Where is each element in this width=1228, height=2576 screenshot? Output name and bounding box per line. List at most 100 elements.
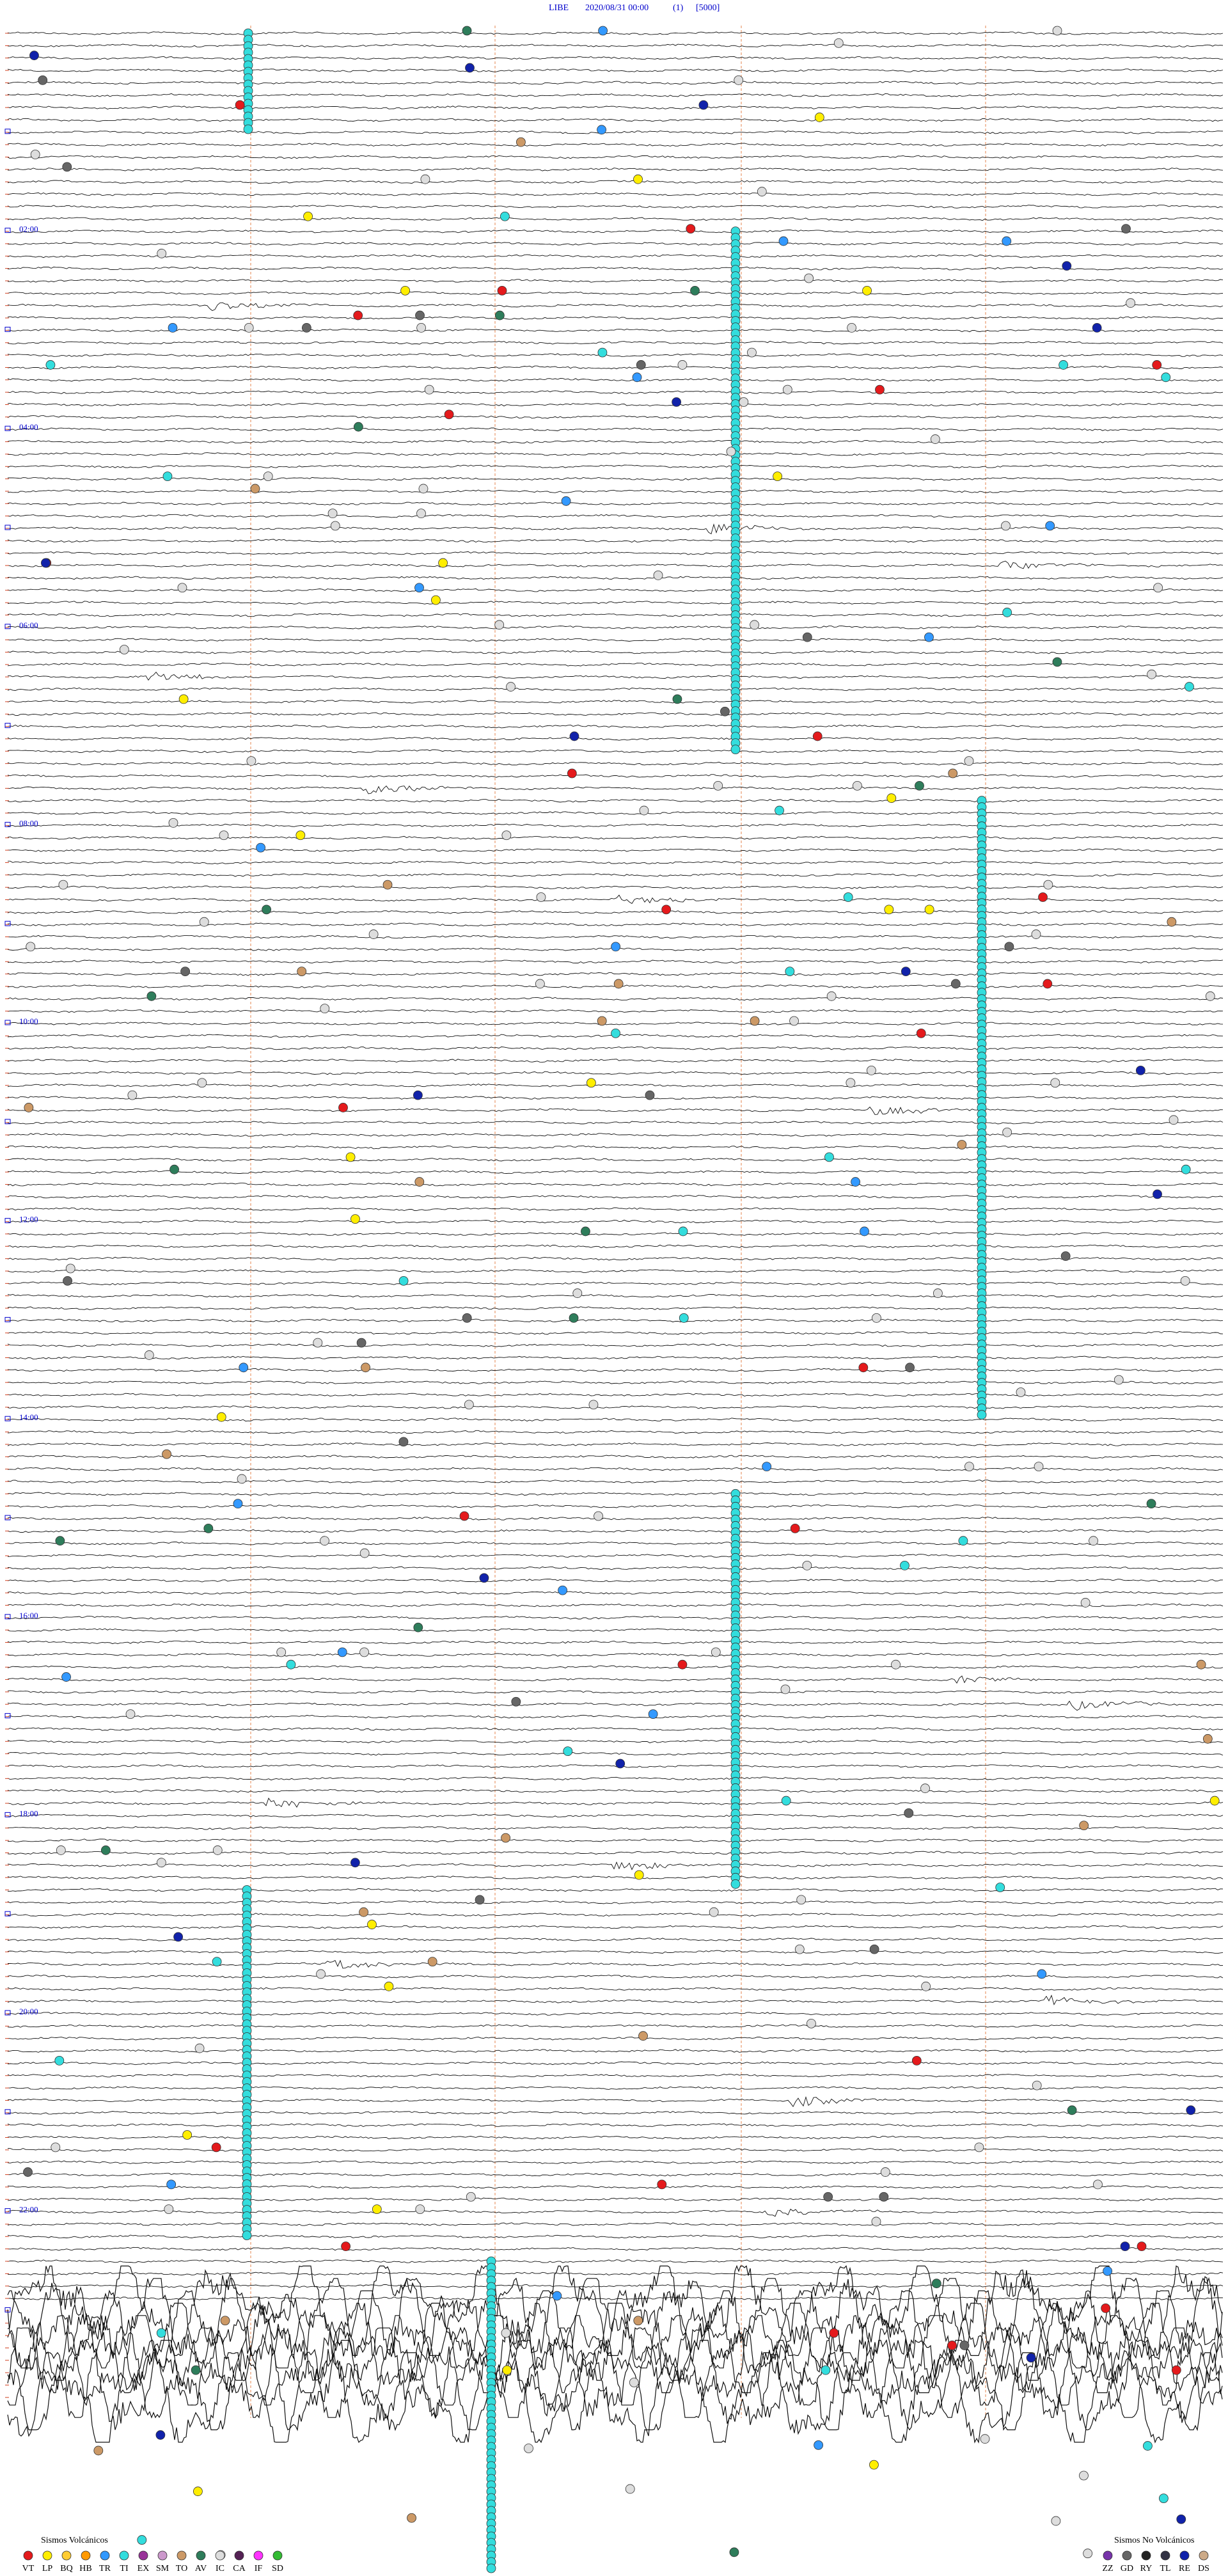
trace bbox=[7, 1888, 1224, 1892]
trace bbox=[7, 2147, 1224, 2152]
event-dot bbox=[237, 1474, 247, 1484]
event-dot bbox=[1147, 669, 1157, 679]
trace bbox=[7, 1106, 1224, 1115]
event-dot bbox=[1001, 521, 1011, 531]
hour-marker bbox=[4, 525, 11, 530]
event-dot bbox=[1034, 1462, 1044, 1472]
trace bbox=[7, 68, 1224, 72]
trace bbox=[7, 1700, 1224, 1711]
trace bbox=[7, 2197, 1224, 2202]
event-dot bbox=[843, 892, 853, 902]
trace bbox=[7, 551, 1223, 555]
trace bbox=[7, 1838, 1224, 1842]
event-dot bbox=[858, 1363, 869, 1373]
channel: (1) bbox=[673, 3, 684, 13]
event-dot bbox=[690, 285, 700, 296]
event-dot bbox=[802, 632, 812, 642]
hour-marker bbox=[4, 2307, 11, 2312]
event-dot bbox=[367, 1920, 377, 1929]
event-dot bbox=[368, 929, 379, 939]
trace bbox=[7, 1046, 1224, 1050]
event-dot bbox=[262, 905, 272, 915]
event-dot bbox=[964, 1462, 974, 1472]
event-dot bbox=[569, 1313, 579, 1323]
trace bbox=[7, 1256, 1224, 1261]
event-dot bbox=[169, 1164, 179, 1174]
event-dot bbox=[361, 1363, 370, 1373]
event-dot bbox=[823, 2192, 833, 2202]
event-dot bbox=[1121, 224, 1131, 234]
time-label: 10:00 bbox=[19, 1016, 38, 1026]
event-dot bbox=[1067, 2105, 1077, 2115]
trace bbox=[7, 2208, 1224, 2217]
event-dot bbox=[500, 211, 510, 221]
trace bbox=[7, 1913, 1224, 1916]
event-dot bbox=[1199, 2550, 1209, 2561]
event-dot bbox=[851, 1177, 860, 1187]
hour-marker bbox=[4, 2109, 11, 2115]
event-dot bbox=[1092, 323, 1102, 333]
event-dot bbox=[821, 2365, 831, 2375]
event-dot bbox=[869, 1944, 879, 1954]
trace bbox=[7, 2012, 1224, 2016]
event-dot bbox=[807, 2018, 816, 2028]
trace bbox=[7, 2327, 1223, 2419]
event-dot bbox=[415, 310, 425, 320]
time-label: 02:00 bbox=[19, 225, 38, 234]
event-dot bbox=[558, 1585, 567, 1595]
event-dot bbox=[950, 979, 961, 989]
event-dot bbox=[904, 1808, 914, 1818]
event-dot bbox=[1209, 1796, 1220, 1806]
trace bbox=[7, 254, 1224, 258]
hour-marker bbox=[4, 1416, 11, 1421]
trace bbox=[7, 1071, 1224, 1075]
trace bbox=[7, 1517, 1224, 1521]
hour-marker bbox=[4, 129, 11, 134]
trace bbox=[7, 1591, 1224, 1595]
event-dot bbox=[119, 645, 129, 654]
event-dot bbox=[648, 1709, 658, 1719]
trace bbox=[7, 1096, 1224, 1100]
trace bbox=[7, 340, 1224, 345]
event-dot bbox=[30, 150, 40, 159]
event-dot bbox=[958, 1536, 968, 1546]
trace bbox=[7, 1554, 1224, 1558]
event-dot bbox=[1141, 2550, 1151, 2561]
event-dot bbox=[462, 26, 472, 36]
event-dot bbox=[301, 323, 311, 333]
trace bbox=[7, 1876, 1224, 1879]
event-dot bbox=[1114, 1375, 1124, 1385]
time-label: 22:00 bbox=[19, 2205, 38, 2215]
trace bbox=[7, 1675, 1224, 1684]
event-dot bbox=[263, 471, 273, 481]
hour-marker bbox=[4, 2010, 11, 2016]
trace bbox=[7, 700, 1224, 704]
event-dot bbox=[303, 211, 313, 221]
event-dot bbox=[653, 571, 663, 580]
trace bbox=[7, 1022, 1224, 1025]
event-dot bbox=[677, 360, 688, 370]
trace bbox=[7, 1714, 1224, 1719]
event-dot bbox=[246, 756, 256, 766]
event-dot bbox=[597, 347, 608, 358]
event-dot bbox=[359, 1907, 368, 1917]
trace bbox=[7, 427, 1224, 432]
event-dot bbox=[220, 2316, 230, 2326]
event-dot bbox=[1038, 892, 1048, 902]
event-dot bbox=[615, 1758, 626, 1769]
legend-code: TL bbox=[1160, 2564, 1170, 2573]
event-dot bbox=[782, 384, 792, 395]
event-dot bbox=[173, 1932, 184, 1942]
event-dot bbox=[726, 446, 736, 457]
event-dot bbox=[698, 100, 709, 110]
trace bbox=[7, 1851, 1224, 1855]
event-dot bbox=[872, 1313, 881, 1323]
event-dot bbox=[182, 2130, 193, 2140]
trace bbox=[7, 402, 1224, 407]
event-dot bbox=[156, 2328, 166, 2338]
event-dot bbox=[1167, 917, 1177, 927]
legend-code: TR bbox=[99, 2564, 111, 2573]
time-label: 14:00 bbox=[19, 1412, 38, 1422]
trace bbox=[7, 229, 1224, 233]
